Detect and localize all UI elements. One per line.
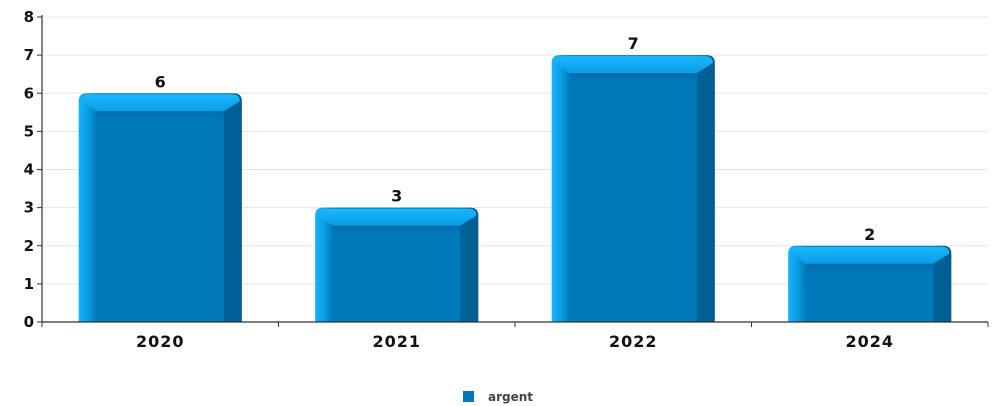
bars [78, 55, 952, 322]
x-tick-label: 2020 [136, 332, 185, 351]
bar-2022 [551, 55, 715, 322]
labels: 0 1 2 3 4 5 6 7 8 6 2020 3 2021 7 2022 2 2024 [24, 8, 894, 351]
y-tick-label: 1 [24, 275, 34, 293]
bar-body [78, 93, 242, 322]
legend-swatch [463, 391, 474, 402]
x-tick-label: 2022 [609, 332, 658, 351]
bar-side-bevel [460, 215, 477, 322]
data-label: 2 [864, 225, 875, 244]
bar-top-bevel [553, 56, 713, 74]
bar-shadow [333, 225, 461, 238]
legend-label: argent [488, 390, 533, 404]
bar-side-bevel [933, 253, 950, 322]
y-tick-label: 8 [24, 8, 34, 26]
y-tick-label: 3 [24, 199, 34, 217]
bar-top-bevel [80, 94, 240, 112]
x-tick-label: 2024 [845, 332, 894, 351]
bar-top-bevel [317, 208, 477, 226]
bar-top-bevel [790, 246, 950, 264]
bar-side-bevel [696, 63, 713, 322]
bar-body [551, 55, 715, 322]
bar-shadow [806, 263, 934, 276]
bar-side-bevel [223, 101, 240, 322]
bar-2021 [315, 207, 479, 322]
y-tick-label: 0 [24, 313, 34, 331]
axes [37, 15, 989, 327]
x-tick-label: 2021 [372, 332, 421, 351]
bar-2024 [788, 245, 952, 322]
data-label: 6 [155, 72, 166, 91]
bar-2020 [78, 93, 242, 322]
y-tick-label: 7 [24, 46, 34, 64]
y-tick-label: 6 [24, 84, 34, 102]
y-tick-label: 2 [24, 237, 34, 255]
bar-shadow [569, 73, 697, 86]
y-tick-label: 5 [24, 122, 34, 140]
bar-shadow [96, 111, 224, 124]
legend: argent [463, 390, 533, 404]
y-tick-label: 4 [24, 161, 34, 179]
data-label: 3 [391, 187, 402, 206]
data-label: 7 [628, 34, 639, 53]
